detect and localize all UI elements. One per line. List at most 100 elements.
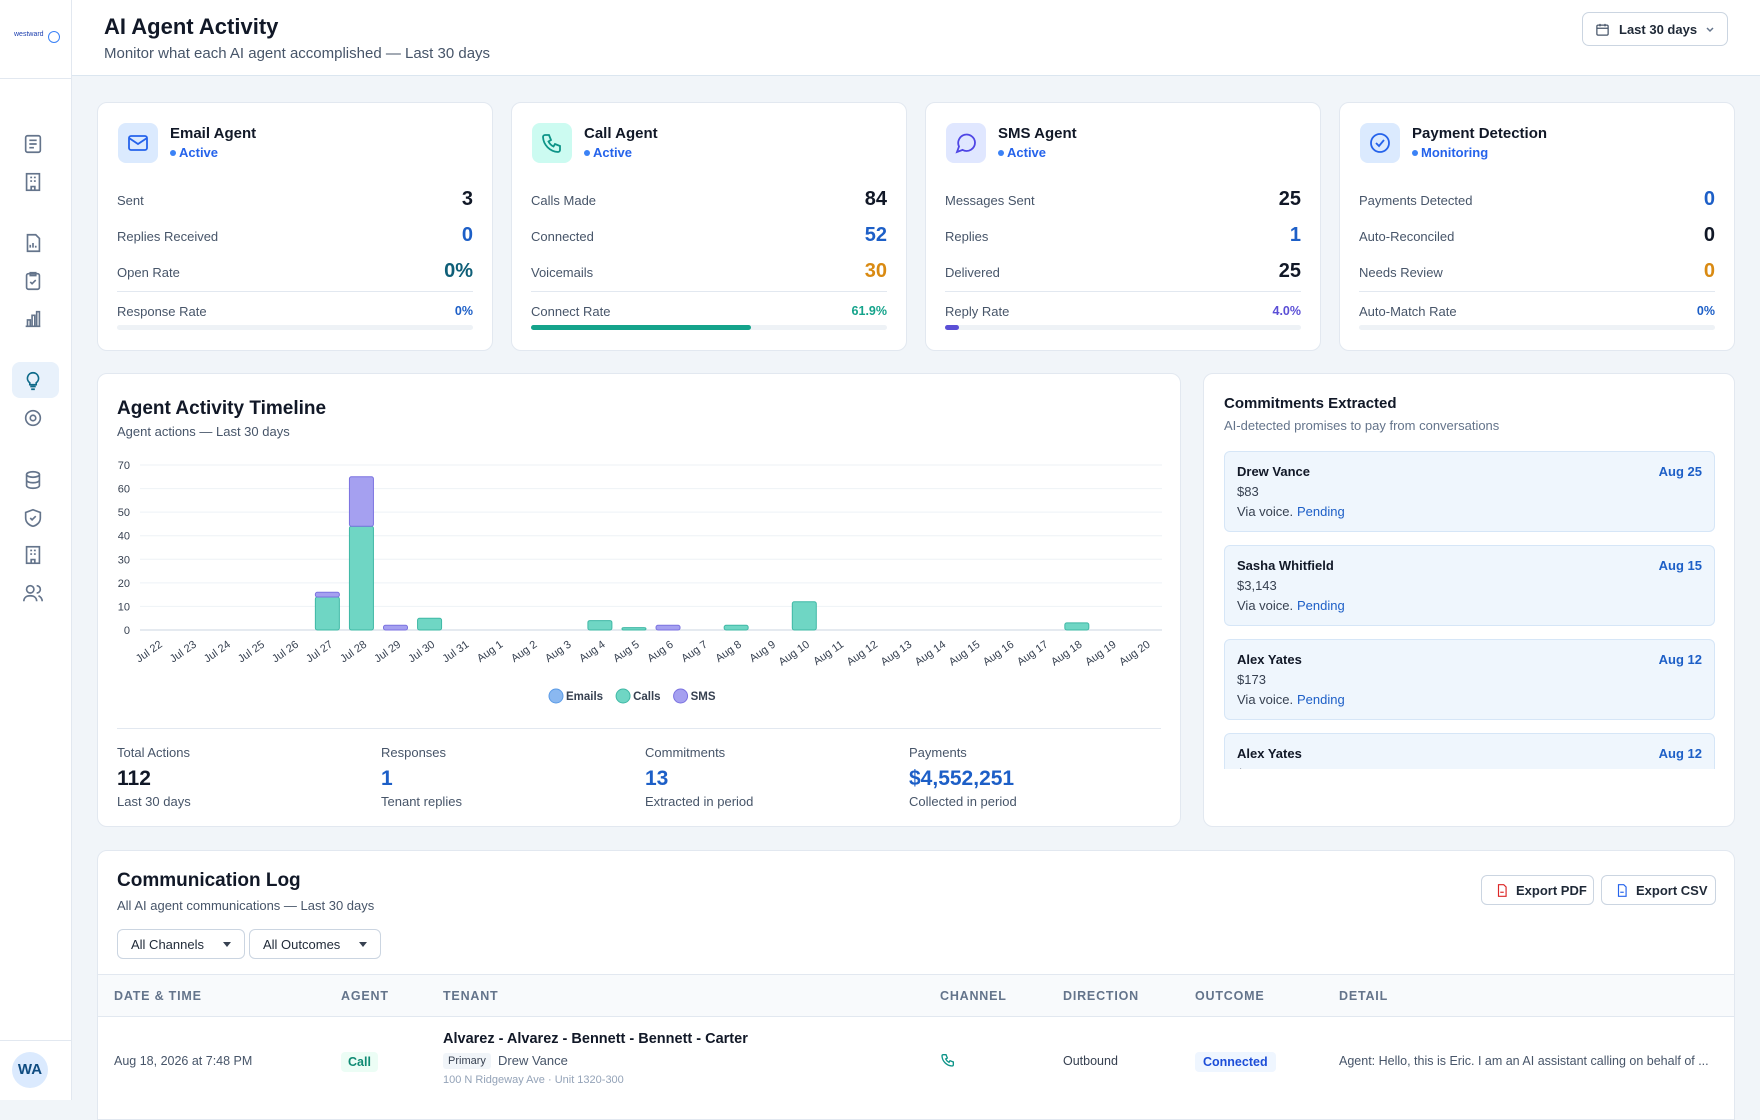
commitment-date: Aug 15 [1658, 558, 1702, 573]
page-subtitle: Monitor what each AI agent accomplished … [104, 45, 491, 62]
nav-icon[interactable] [22, 133, 44, 155]
channel-icon [940, 1052, 956, 1068]
legend-swatch [673, 688, 689, 704]
commitments-panel: Commitments Extracted AI-detected promis… [1203, 373, 1735, 827]
metric-value: 0% [444, 260, 473, 282]
commitment-status[interactable]: Pending [1297, 598, 1345, 613]
x-tick-label: Aug 15 [947, 639, 982, 669]
x-tick-label: Aug 18 [1049, 639, 1084, 669]
filter-dropdown[interactable]: All Outcomes [249, 929, 382, 959]
timeline-subtitle: Agent actions — Last 30 days [117, 424, 290, 439]
metric-value: 0 [461, 224, 473, 246]
commitment-status[interactable]: Pending [1297, 692, 1345, 707]
x-tick-label: Aug 3 [543, 639, 573, 665]
logo[interactable]: westward [14, 31, 44, 38]
nav-icon[interactable] [22, 370, 44, 392]
avatar[interactable]: WA [12, 1052, 48, 1088]
x-tick-label: Jul 24 [202, 639, 233, 666]
x-tick-label: Jul 28 [338, 639, 369, 666]
bar-segment [314, 596, 340, 631]
status-dot [1412, 150, 1418, 156]
column-header: DIRECTION [1063, 989, 1139, 1003]
nav-icon[interactable] [22, 407, 44, 429]
x-tick-label: Aug 20 [1117, 639, 1152, 669]
metric-label: Auto-Reconciled [1359, 229, 1455, 244]
log-title: Communication Log [117, 870, 301, 891]
nav-icon[interactable] [22, 232, 44, 254]
date-filter[interactable]: Last 30 days [1582, 12, 1728, 46]
agent-name: SMS Agent [998, 125, 1077, 142]
log-subtitle: All AI agent communications — Last 30 da… [117, 898, 375, 913]
nav-icon[interactable] [22, 582, 44, 604]
commitments-title: Commitments Extracted [1224, 395, 1397, 412]
nav-icon[interactable] [22, 270, 44, 292]
rate-track [117, 325, 473, 330]
rate-bar [531, 325, 752, 330]
agent-icon [1360, 123, 1400, 163]
phone-icon [941, 1054, 954, 1067]
stat-note: Last 30 days [117, 794, 191, 809]
commitment-name: Alex Yates [1237, 746, 1302, 761]
y-tick-label: 20 [118, 578, 130, 590]
export-csv[interactable]: Export CSV [1601, 875, 1716, 905]
bar-segment [1064, 622, 1090, 631]
button-label: Export PDF [1516, 883, 1587, 898]
divider [1359, 291, 1715, 292]
metric-value: 0 [1703, 188, 1715, 210]
timeline-panel: Agent Activity Timeline Agent actions — … [97, 373, 1181, 827]
export-pdf[interactable]: Export PDF [1481, 875, 1594, 905]
agent-status: Active [593, 145, 633, 160]
column-header: OUTCOME [1195, 989, 1265, 1003]
metric-value: 3 [461, 188, 473, 210]
commitments-subtitle: AI-detected promises to pay from convers… [1224, 418, 1500, 433]
stat-label: Commitments [645, 745, 726, 760]
y-tick-label: 40 [118, 531, 130, 543]
commitment-item: Sasha Whitfield Aug 15 $3,143 Via voice. Pen… [1224, 545, 1715, 626]
tenant-name: Alvarez - Alvarez - Bennett - Bennett - … [443, 1031, 748, 1047]
tenant-address: 100 N Ridgeway Ave · Unit 1320-300 [443, 1074, 624, 1086]
metric-value: 25 [1278, 188, 1301, 210]
commitment-status[interactable]: Pending [1297, 504, 1345, 519]
page-title: AI Agent Activity [104, 14, 279, 39]
x-tick-label: Aug 4 [577, 639, 607, 665]
divider [0, 1040, 72, 1041]
nav-icon[interactable] [22, 544, 44, 566]
x-tick-label: Aug 19 [1083, 639, 1118, 669]
nav-icon[interactable] [22, 469, 44, 491]
rate-bar [945, 325, 960, 330]
nav-active[interactable] [12, 362, 59, 398]
pdf-icon [1497, 884, 1507, 897]
metric-label: Payments Detected [1359, 193, 1473, 208]
icon [128, 135, 148, 151]
nav-icon[interactable] [22, 171, 44, 193]
bar-segment [314, 591, 340, 598]
filter-dropdown[interactable]: All Channels [117, 929, 245, 959]
rate-label: Response Rate [117, 304, 207, 319]
y-tick-label: 70 [118, 460, 130, 472]
agent-status: Active [1007, 145, 1047, 160]
column-header: TENANT [443, 989, 499, 1003]
status-dot [998, 150, 1004, 156]
x-tick-label: Aug 7 [679, 639, 709, 665]
x-tick-label: Aug 8 [713, 639, 743, 665]
nav-icon[interactable] [22, 507, 44, 529]
legend-label: Emails [566, 691, 603, 703]
x-tick-label: Jul 30 [406, 639, 437, 666]
y-tick-label: 0 [124, 625, 130, 637]
rate-value: 0% [454, 304, 473, 318]
icon [1370, 133, 1390, 153]
metric-value: 25 [1278, 260, 1301, 282]
status-dot [170, 150, 176, 156]
nav-icon[interactable] [22, 308, 44, 330]
stat-note: Collected in period [909, 794, 1017, 809]
agent-icon [118, 123, 158, 163]
commitments-list: Drew Vance Aug 25 $83 Via voice. Pending Sash… [1224, 451, 1715, 769]
commitment-amount: $173 [1237, 766, 1266, 769]
cell-direction: Outbound [1063, 1054, 1118, 1068]
stat-value: 1 [381, 767, 393, 790]
caret [223, 942, 231, 947]
chevron [1706, 27, 1714, 33]
icon [955, 133, 976, 154]
